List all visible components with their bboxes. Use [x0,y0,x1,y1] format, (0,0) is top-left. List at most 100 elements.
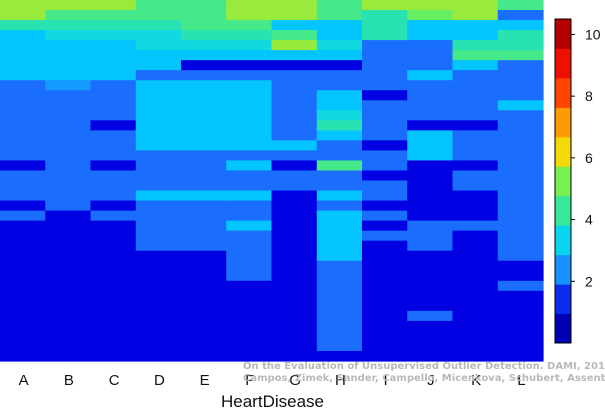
heatmap-cell [181,90,227,101]
heatmap-cell [135,270,182,282]
heatmap-cell [452,30,499,41]
x-tick-label: L [517,372,525,389]
heatmap-cell [226,190,273,202]
x-tick-label: C [109,372,120,389]
heatmap-cell [0,80,46,91]
heatmap-cell [0,220,46,232]
heatmap-cell [271,190,318,202]
colorbar-segment [555,136,571,167]
heatmap-cell [407,350,454,362]
heatmap-cell [362,330,408,342]
heatmap-cell [407,120,454,131]
heatmap-cell [226,250,273,262]
heatmap-cell [135,190,182,202]
heatmap-cell [497,150,544,162]
heatmap-cell [226,140,273,152]
heatmap-cell [497,50,544,61]
heatmap-cell [271,240,318,252]
x-axis-label: HeartDisease [221,392,324,411]
colorbar-tick-label: 4 [585,212,593,228]
heatmap-cell [271,20,318,31]
heatmap-cell [90,250,137,262]
colorbar-segment [555,48,571,79]
heatmap-cell [497,250,544,262]
heatmap-cell [497,120,544,131]
heatmap-cell [316,350,363,362]
heatmap-cell [45,160,92,172]
heatmap-cell [362,80,408,91]
heatmap-cell [135,50,182,61]
heatmap-cell [45,130,92,141]
heatmap-cell [316,80,363,91]
heatmap-cell [407,50,454,61]
heatmap-cell [0,70,46,81]
heatmap-cell [316,320,363,332]
heatmap-cell [90,180,137,192]
heatmap-cell [452,20,499,31]
heatmap-cell [45,190,92,202]
heatmap-cell [226,160,273,172]
heatmap-cell [181,350,227,362]
heatmap-cell [90,340,137,352]
heatmap-cell [181,250,227,262]
heatmap-cell [45,260,92,272]
heatmap-cell [0,50,46,61]
heatmap-cell [452,310,499,322]
heatmap-cell [135,180,182,192]
heatmap-cell [135,330,182,342]
heatmap-cell [135,130,182,141]
heatmap-cell [407,190,454,202]
heatmap-cell [181,210,227,222]
heatmap-cell [316,40,363,51]
heatmap-cell [226,0,273,11]
heatmap-cell [135,150,182,162]
heatmap-cell [497,110,544,121]
heatmap-cell [407,220,454,232]
heatmap-cell [407,210,454,222]
heatmap-cell [45,270,92,282]
heatmap-cell [497,200,544,212]
citation-watermark: On the Evaluation of Unsupervised Outlie… [243,361,605,387]
heatmap-cell [135,230,182,242]
heatmap-cell [452,250,499,262]
heatmap-cell [362,210,408,222]
heatmap-cell [226,150,273,162]
heatmap-cell [407,40,454,51]
heatmap-cell [0,230,46,242]
heatmap-cell [497,130,544,141]
heatmap-cell [271,100,318,111]
heatmap-cell [271,310,318,322]
heatmap-cell [362,0,408,11]
heatmap-cell [497,270,544,282]
heatmap-cell [452,0,499,11]
heatmap-cell [181,160,227,172]
colorbar-segment [555,19,571,49]
heatmap-cell [90,290,137,302]
heatmap-cell [45,10,92,21]
heatmap-cell [45,290,92,302]
heatmap-cell [362,100,408,111]
heatmap-cell [226,100,273,111]
heatmap-cell [452,220,499,232]
heatmap-cell [45,350,92,362]
colorbar-segment [555,166,571,197]
heatmap-cell [316,210,363,222]
heatmap-cell [497,140,544,152]
heatmap-cell [497,180,544,192]
heatmap-cell [497,60,544,71]
heatmap-cell [362,280,408,292]
heatmap-cell [226,110,273,121]
heatmap-cell [271,200,318,212]
heatmap-cell [0,90,46,101]
heatmap-cell [0,10,46,21]
heatmap-cell [226,230,273,242]
heatmap-cell [497,290,544,302]
heatmap-cell [226,330,273,342]
heatmap-cell [316,50,363,61]
heatmap-cell [45,240,92,252]
heatmap-cell [0,330,46,342]
heatmap-cell [90,210,137,222]
colorbar-tick-label: 6 [585,150,593,166]
